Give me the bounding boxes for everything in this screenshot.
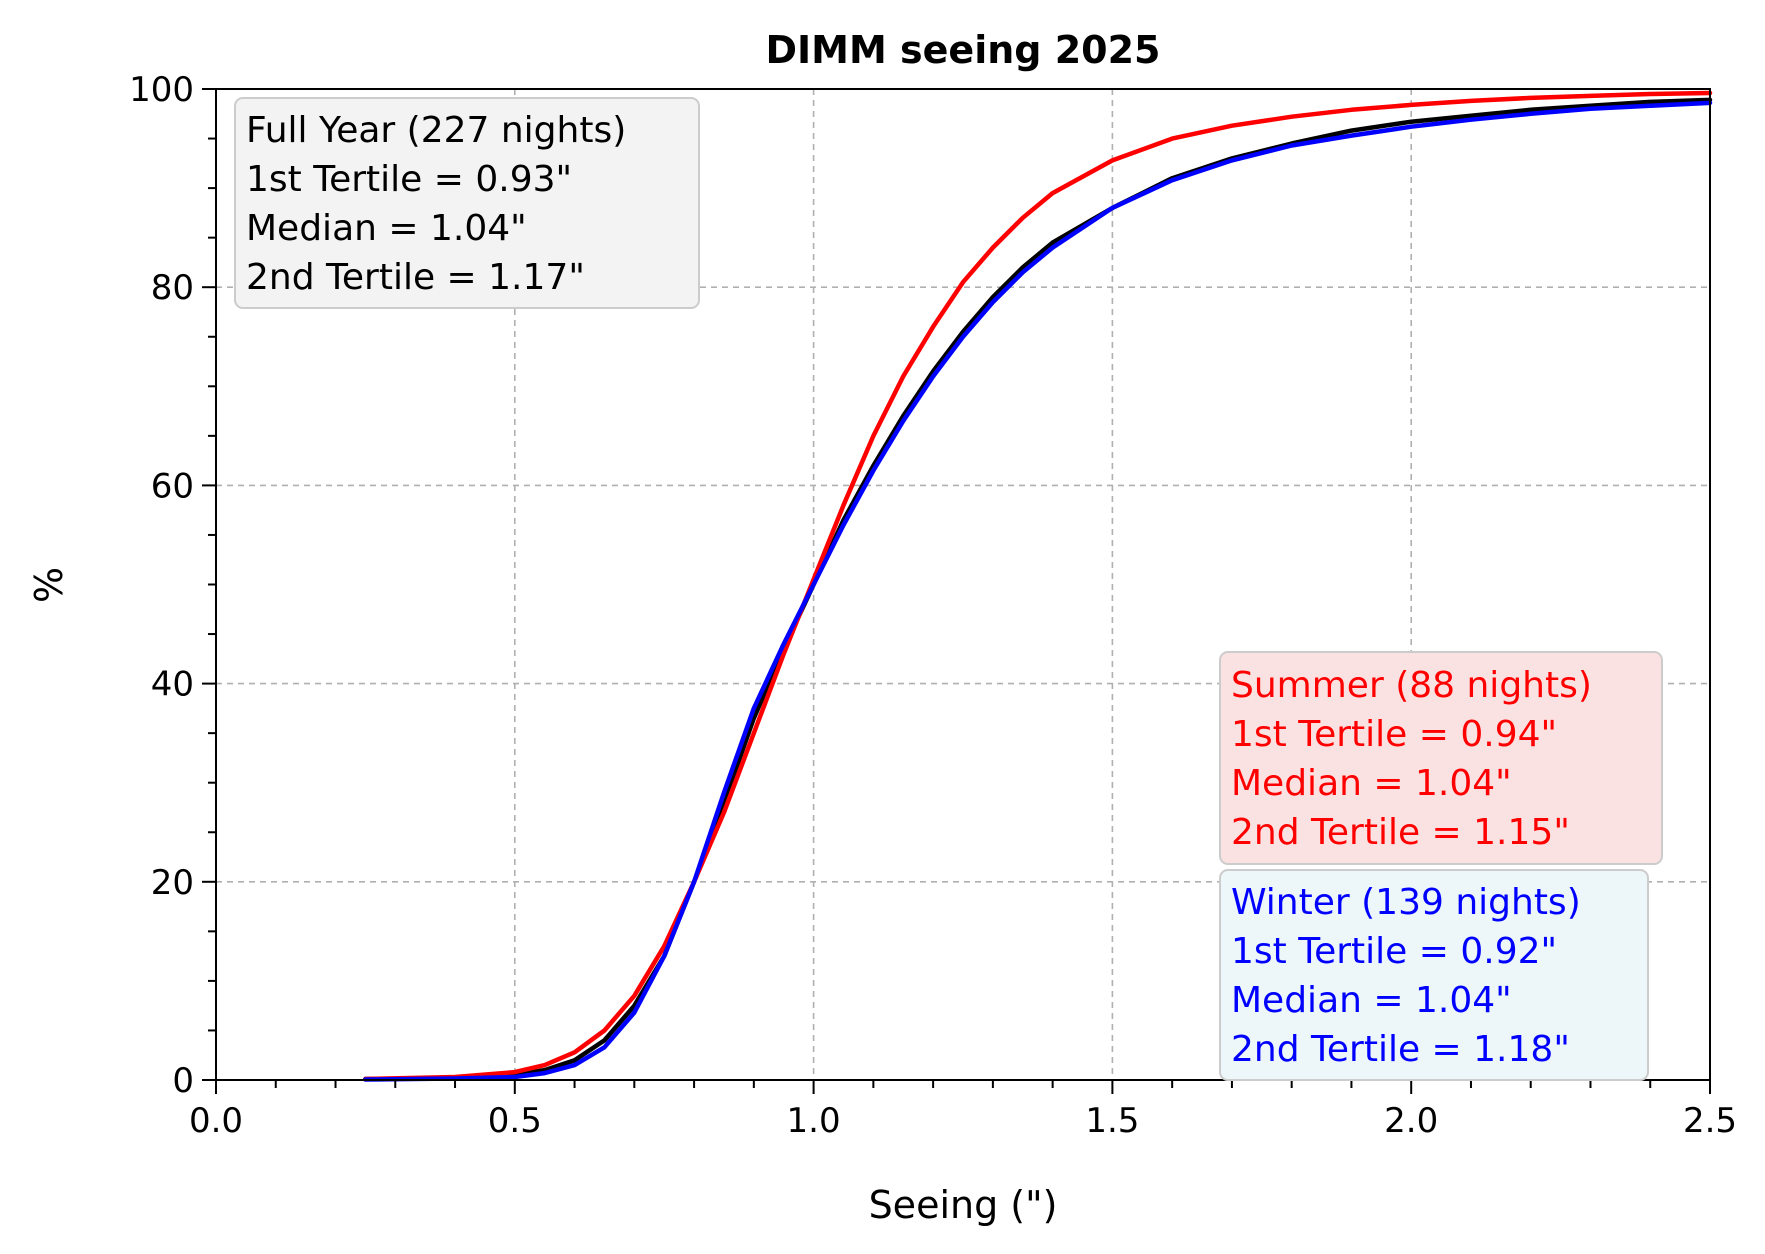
annotation-summer-box [1219, 651, 1663, 865]
annotation-full-year: Full Year (227 nights) 1st Tertile = 0.9… [234, 97, 700, 309]
series-line-summer [363, 90, 1713, 1082]
annotation-winter-line: Winter (139 nights) [1231, 882, 1581, 923]
x-tick-label: 0.0 [189, 1101, 243, 1141]
annotation-winter: Winter (139 nights) 1st Tertile = 0.92" … [1219, 869, 1649, 1081]
annotation-full-year-line: Median = 1.04" [246, 208, 527, 249]
axis-ticks: 0.0 0.5 1.0 1.5 2.0 2.5 0 20 40 60 80 100 [129, 70, 1737, 1141]
annotation-winter-line: 2nd Tertile = 1.18" [1231, 1029, 1570, 1070]
y-tick-label: 100 [129, 70, 194, 110]
x-tick-label: 1.5 [1085, 1101, 1139, 1141]
y-tick-label: 40 [151, 665, 194, 705]
series-line-winter [363, 100, 1713, 1082]
annotation-winter-box [1219, 869, 1649, 1081]
y-tick-label: 60 [151, 466, 194, 506]
x-tick-label: 1.0 [787, 1101, 841, 1141]
y-tick-label: 80 [151, 268, 194, 308]
series-lines [363, 90, 1713, 1082]
annotation-full-year-line: 2nd Tertile = 1.17" [246, 257, 585, 298]
annotation-summer-line: Median = 1.04" [1231, 763, 1512, 804]
annotation-summer: Summer (88 nights) 1st Tertile = 0.94" M… [1219, 651, 1663, 865]
annotation-winter-line: Median = 1.04" [1231, 980, 1512, 1021]
x-tick-label: 2.0 [1384, 1101, 1438, 1141]
series-line-full-year [363, 97, 1713, 1082]
y-axis-label: % [27, 567, 71, 603]
annotation-summer-line: Summer (88 nights) [1231, 665, 1592, 706]
annotation-summer-line: 2nd Tertile = 1.15" [1231, 812, 1570, 853]
x-axis-label: Seeing (") [869, 1183, 1058, 1227]
annotation-full-year-box [234, 97, 700, 309]
annotation-full-year-line: 1st Tertile = 0.93" [246, 159, 572, 200]
annotation-full-year-line: Full Year (227 nights) [246, 110, 626, 151]
annotation-summer-line: 1st Tertile = 0.94" [1231, 714, 1557, 755]
x-tick-label: 0.5 [488, 1101, 542, 1141]
x-tick-label: 2.5 [1683, 1101, 1737, 1141]
y-tick-label: 0 [172, 1061, 194, 1101]
annotation-winter-line: 1st Tertile = 0.92" [1231, 931, 1557, 972]
y-tick-label: 20 [151, 863, 194, 903]
chart-title: DIMM seeing 2025 [766, 28, 1161, 72]
